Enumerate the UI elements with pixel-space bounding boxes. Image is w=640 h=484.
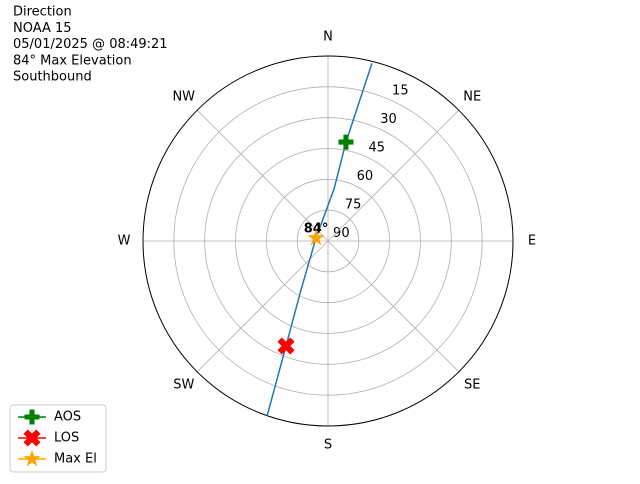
theta-tick-label: S — [324, 438, 332, 453]
title-line: Direction — [13, 5, 72, 20]
r-tick-label: 15 — [392, 84, 409, 99]
title-line: Southbound — [13, 70, 92, 85]
grid-spoke — [327, 240, 460, 373]
r-tick-label: 60 — [357, 169, 374, 184]
legend-marker — [23, 429, 41, 447]
point-marker — [277, 337, 295, 355]
point-marker — [307, 229, 325, 246]
r-tick-label: 45 — [368, 141, 385, 156]
theta-tick-label: NW — [172, 89, 195, 104]
title-line: 05/01/2025 @ 08:49:21 — [13, 37, 168, 52]
grid-spoke — [196, 109, 329, 242]
title-line: 84° Max Elevation — [13, 53, 132, 68]
theta-tick-label: SE — [464, 378, 480, 393]
legend-label: Max El — [54, 452, 97, 467]
title-line: NOAA 15 — [13, 21, 72, 36]
legend-marker — [24, 409, 40, 425]
r-tick-label: 30 — [380, 112, 397, 127]
point-marker — [338, 134, 354, 150]
grid-spoke — [196, 240, 329, 373]
legend-marker — [23, 450, 41, 467]
legend-label: AOS — [54, 410, 81, 425]
legend-label: LOS — [54, 431, 79, 446]
theta-tick-label: SW — [173, 378, 194, 393]
theta-tick-label: N — [323, 30, 333, 45]
r-tick-label: 90 — [333, 226, 350, 241]
legend: AOS LOS Max El — [9, 404, 107, 473]
polar-frame — [142, 55, 514, 427]
theta-tick-label: E — [528, 234, 536, 249]
theta-tick-label: W — [118, 234, 131, 249]
r-tick-label: 75 — [345, 198, 362, 213]
grid-spoke — [327, 109, 460, 242]
theta-tick-label: NE — [463, 89, 481, 104]
